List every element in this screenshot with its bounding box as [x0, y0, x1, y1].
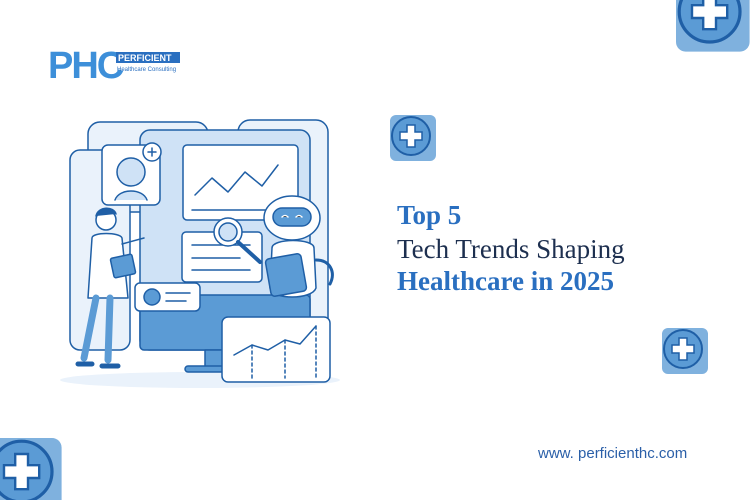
- logo-tagline: Healthcare Consulting: [117, 67, 176, 73]
- logo-badge: [116, 52, 180, 63]
- illustration: [60, 119, 340, 388]
- headline-line: Healthcare in 2025: [397, 266, 614, 296]
- logo-name: PERFICIENT: [118, 53, 172, 63]
- plus-icon: [674, 0, 750, 54]
- logo: PHC PERFICIENT Healthcare Consulting: [48, 45, 180, 87]
- plus-icon: [661, 327, 709, 375]
- plus-icon: [389, 114, 437, 162]
- logo-mark: PHC: [48, 45, 124, 87]
- plus-icon: [0, 436, 64, 500]
- headline-line: Top 5: [397, 200, 461, 230]
- website: www. perficienthc.com: [537, 445, 687, 462]
- headline-line: Tech Trends Shaping: [397, 234, 625, 264]
